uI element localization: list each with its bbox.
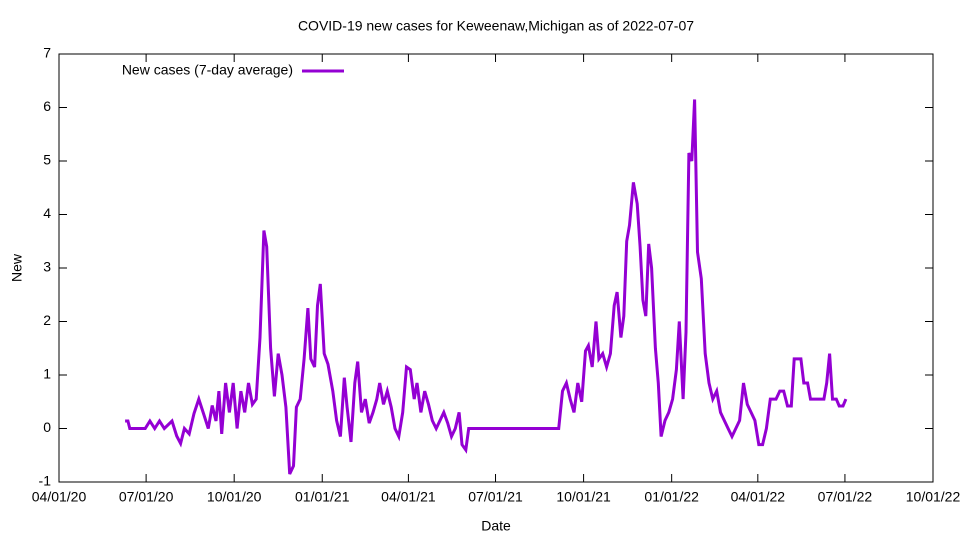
x-tick-label: 01/01/21 (295, 489, 350, 505)
x-tick-label: 07/01/21 (468, 489, 523, 505)
y-tick-label: 6 (43, 98, 51, 114)
x-tick-label: 04/01/22 (731, 489, 786, 505)
y-tick-label: 2 (43, 312, 51, 328)
x-tick-label: 04/01/21 (381, 489, 436, 505)
x-tick-label: 10/01/22 (906, 489, 960, 505)
y-tick-label: 3 (43, 259, 51, 275)
chart-title: COVID-19 new cases for Keweenaw,Michigan… (298, 18, 694, 34)
y-tick-label: 7 (43, 45, 51, 61)
x-tick-label: 04/01/20 (32, 489, 87, 505)
y-axis-label: New (9, 253, 25, 282)
x-tick-label: 10/01/21 (556, 489, 611, 505)
y-tick-label: 5 (43, 152, 51, 168)
plot-frame (58, 53, 934, 483)
y-tick-label: 1 (43, 366, 51, 382)
y-tick-label: -1 (39, 473, 52, 489)
x-tick-label: 10/01/20 (207, 489, 262, 505)
y-tick-label: 0 (43, 419, 51, 435)
legend-label: New cases (7-day average) (122, 62, 293, 78)
x-tick-label: 01/01/22 (644, 489, 699, 505)
x-tick-label: 07/01/22 (818, 489, 873, 505)
x-axis-label: Date (481, 518, 511, 534)
y-tick-label: 4 (43, 205, 51, 221)
data-line (125, 99, 848, 475)
x-tick-label: 07/01/20 (119, 489, 174, 505)
